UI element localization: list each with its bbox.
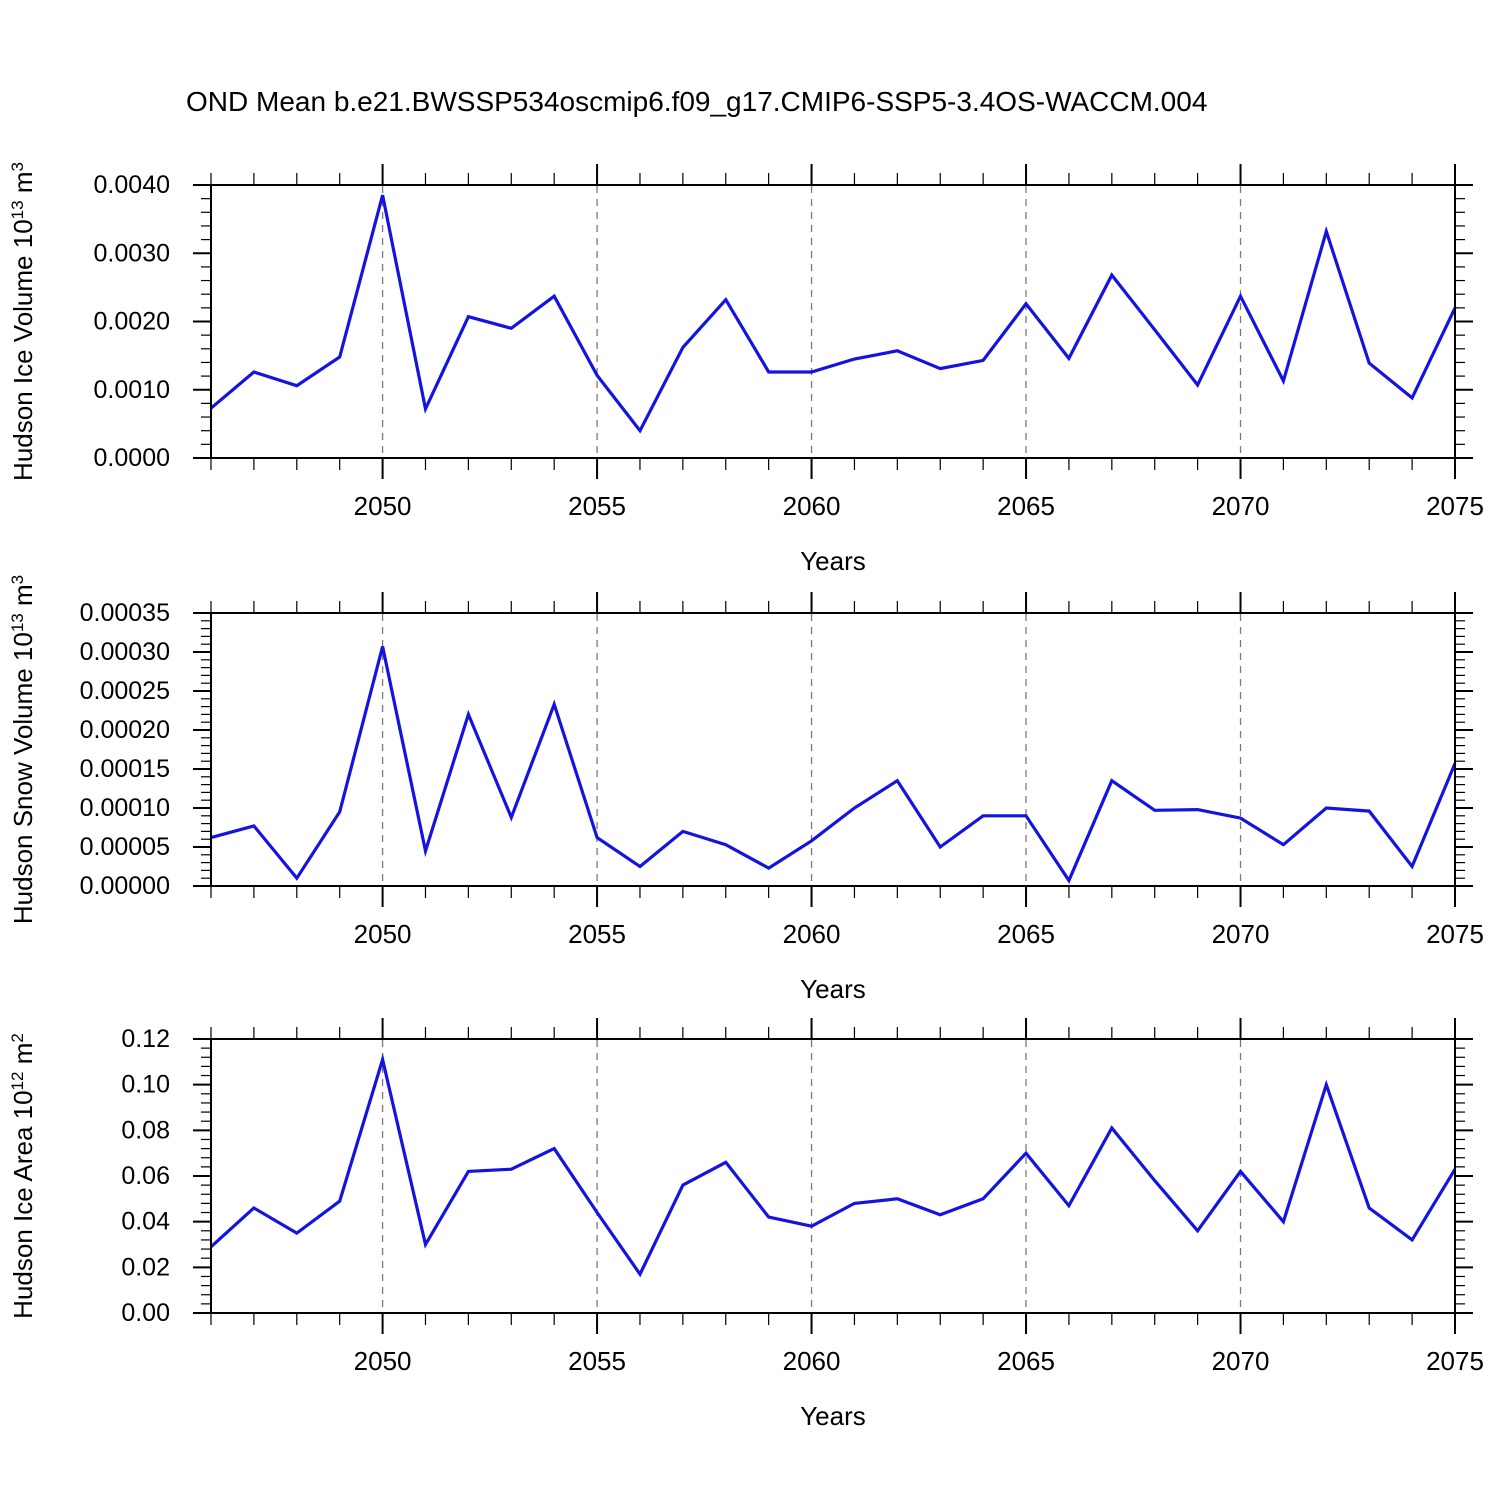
x-tick-label: 2050	[354, 1346, 412, 1376]
y-tick-label: 0.00005	[80, 833, 170, 861]
x-tick-label: 2065	[997, 919, 1055, 949]
y-tick-label: 0.00	[121, 1299, 170, 1327]
y-tick-label: 0.0030	[94, 239, 170, 267]
x-tick-label: 2055	[568, 919, 626, 949]
y-tick-label: 0.06	[121, 1162, 170, 1190]
x-tick-label: 2075	[1426, 919, 1484, 949]
y-tick-label: 0.0010	[94, 376, 170, 404]
y-tick-label: 0.00030	[80, 638, 170, 666]
y-tick-label: 0.00020	[80, 716, 170, 744]
y-tick-label: 0.12	[121, 1025, 170, 1053]
x-tick-label: 2060	[783, 1346, 841, 1376]
y-axis-title: Hudson Snow Volume 1013 m3	[8, 575, 38, 924]
panel-box	[210, 1038, 1456, 1314]
y-axis-title: Hudson Ice Volume 1013 m3	[8, 162, 38, 481]
data-line	[209, 1053, 1457, 1278]
y-tick-label: 0.04	[121, 1208, 170, 1236]
y-axis-title: Hudson Ice Area 1012 m2	[8, 1033, 38, 1319]
y-tick-label: 0.00010	[80, 794, 170, 822]
x-axis-title: Years	[800, 974, 866, 1004]
y-tick-label: 0.00025	[80, 677, 170, 705]
x-tick-label: 2065	[997, 491, 1055, 521]
panel-box	[210, 612, 1456, 887]
x-tick-label: 2050	[354, 491, 412, 521]
y-tick-label: 0.0020	[94, 308, 170, 336]
x-tick-label: 2050	[354, 919, 412, 949]
x-tick-label: 2070	[1212, 1346, 1270, 1376]
y-tick-label: 0.0040	[94, 171, 170, 199]
y-tick-label: 0.00015	[80, 755, 170, 783]
y-tick-label: 0.0000	[94, 444, 170, 472]
x-tick-label: 2070	[1212, 919, 1270, 949]
data-line	[209, 194, 1457, 434]
x-tick-label: 2060	[783, 491, 841, 521]
y-tick-label: 0.02	[121, 1253, 170, 1281]
x-axis-title: Years	[800, 1401, 866, 1431]
x-tick-label: 2055	[568, 1346, 626, 1376]
data-line	[210, 646, 1457, 884]
x-tick-label: 2075	[1426, 491, 1484, 521]
chart-title: OND Mean b.e21.BWSSP534oscmip6.f09_g17.C…	[186, 86, 1208, 117]
y-tick-label: 0.08	[121, 1116, 170, 1144]
x-tick-label: 2060	[783, 919, 841, 949]
x-axis-title: Years	[800, 546, 866, 576]
x-tick-label: 2070	[1212, 491, 1270, 521]
y-tick-label: 0.00035	[80, 599, 170, 627]
y-tick-label: 0.00000	[80, 872, 170, 900]
x-tick-label: 2055	[568, 491, 626, 521]
x-tick-label: 2065	[997, 1346, 1055, 1376]
y-tick-label: 0.10	[121, 1071, 170, 1099]
panel-box	[210, 184, 1456, 459]
x-tick-label: 2075	[1426, 1346, 1484, 1376]
